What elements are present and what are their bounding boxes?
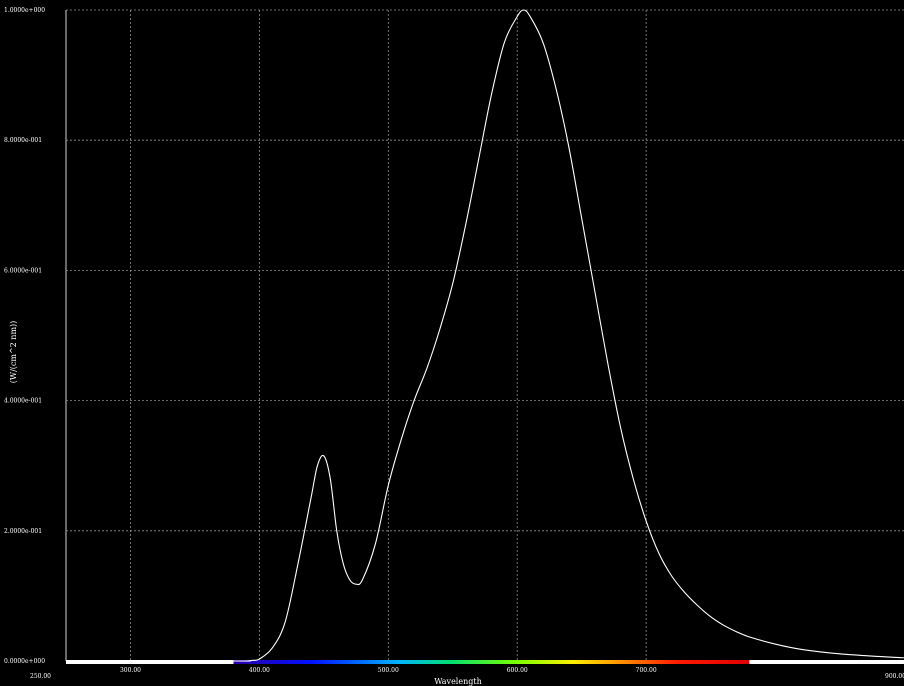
x-tick-label: 250.00 xyxy=(30,673,51,680)
y-tick-label: 1.0000e+000 xyxy=(4,7,45,14)
wavelength-bar-uv xyxy=(66,660,234,664)
x-axis-label: Wavelength xyxy=(434,677,481,686)
x-tick-label: 700.00 xyxy=(636,667,657,674)
wavelength-bars xyxy=(66,660,904,664)
x-tick-labels: 250.00 300.00 400.00 500.00 600.00 700.00 900.… xyxy=(30,667,906,680)
y-tick-label: 0.0000e+000 xyxy=(4,658,45,665)
y-tick-label: 2.0000e-001 xyxy=(4,528,42,535)
y-tick-label: 6.0000e-001 xyxy=(4,267,42,274)
y-tick-labels: 0.0000e+000 2.0000e-001 4.0000e-001 6.0000e… xyxy=(4,7,45,665)
y-tick-label: 8.0000e-001 xyxy=(4,137,42,144)
x-tick-label: 500.00 xyxy=(378,667,399,674)
series-line xyxy=(66,9,905,662)
grid-lines xyxy=(65,9,904,661)
x-tick-label: 600.00 xyxy=(507,667,528,674)
x-tick-label: 300.00 xyxy=(120,667,141,674)
wavelength-bar-visible xyxy=(233,660,750,664)
series-lines xyxy=(66,9,905,662)
x-tick-label: 900.00 xyxy=(885,673,906,680)
y-axis-label: (W/(cm^2 nm)) xyxy=(9,321,18,384)
x-tick-label: 400.00 xyxy=(249,667,270,674)
y-tick-label: 4.0000e-001 xyxy=(4,398,42,405)
wavelength-bar-ir xyxy=(749,660,904,664)
